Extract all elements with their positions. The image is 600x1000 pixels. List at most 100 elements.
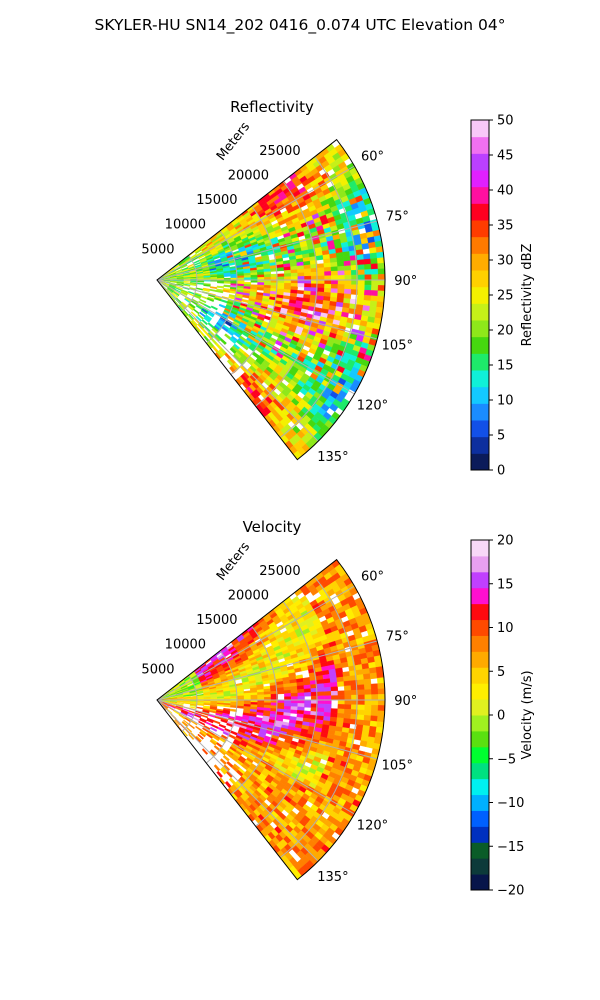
radar-cell [317,287,325,293]
colorbar-swatch [471,220,489,238]
radar-cell [324,283,332,289]
theta-tick-label: 90° [394,694,417,709]
radar-cell [202,288,210,292]
radar-cell [344,288,352,295]
azimuth-gridline [156,165,355,281]
radar-cell [172,291,180,297]
radar-cell [331,275,339,281]
radar-cell [370,295,378,302]
radar-cell [277,282,285,287]
azimuth-gridline [156,699,355,815]
radar-cell [377,699,386,706]
radar-cell [377,688,386,695]
radar-cell [207,322,215,329]
radar-cell [343,255,351,262]
range-ring [205,230,238,344]
radar-cell [357,264,365,271]
panel-title: Reflectivity [230,98,314,116]
colorbar-swatch [471,778,489,796]
azimuth-gridline [156,699,319,862]
radar-cell [284,273,292,278]
colorbar-tick-label: 15 [497,359,514,374]
colorbar-swatch [471,436,489,454]
radar-cell [329,257,338,264]
radar-cell [303,264,312,270]
radar-cell [337,699,346,705]
radar-cell [356,259,365,266]
colorbar-swatch [471,715,489,732]
radar-cell [256,712,264,716]
radar-cell [317,703,325,709]
range-ring [181,255,198,312]
radar-cell [370,257,378,265]
radar-cell [356,674,365,681]
radar-cell [330,681,338,688]
colorbar-tick-label: 30 [497,254,514,269]
radar-cell [263,694,272,698]
sector-outline [156,138,386,461]
radar-cell [337,690,345,696]
range-ring [230,205,278,375]
radar-cell [357,284,366,291]
azimuth-gridline [156,220,378,281]
colorbar-swatch [471,353,489,371]
r-tick-label: 25000 [259,564,300,579]
radar-cell [199,731,206,738]
radar-cell [257,274,265,278]
colorbar-tick-label: −10 [497,796,524,811]
colorbar: 0 5 10 15 20 25 30 35 40 45 50 Reflectivity dBZ [470,114,535,479]
colorbar-swatch [471,370,489,388]
radar-cell [217,281,225,284]
colorbar-tick-label: 50 [497,114,514,129]
radar-cell [161,703,169,709]
radar-cell [188,733,195,740]
radar-cell [330,708,339,714]
radar-cell [364,263,372,270]
polar-panel-velocity: Velocity 60° 75° 90° 105° 120° 135° 5000 10000 15… [141,518,535,899]
radar-cell [356,294,365,301]
radar-cell [204,303,212,309]
radar-cell [368,667,377,674]
theta-tick-label: 75° [386,630,409,645]
range-ring [230,625,278,795]
radar-cell [344,704,352,710]
radar-cell [203,725,211,730]
radar-cell [200,295,208,300]
radar-cell [337,695,346,701]
radar-cell [361,242,370,250]
colorbar-swatch [471,794,489,811]
colorbar-swatch [471,587,489,605]
theta-tick-label: 135° [317,870,348,885]
sector-outline [156,558,386,881]
r-tick-label: 20000 [228,168,269,183]
theta-tick-label: 120° [357,818,388,833]
radar-cell [330,261,338,268]
radar-cell [317,267,325,273]
radar-cell [175,286,183,290]
radar-cell [218,723,227,729]
radar-cell [330,712,338,718]
radar-cell [193,308,200,315]
radar-cell [317,283,325,289]
colorbar-swatch [471,699,489,716]
radar-cell [297,283,305,288]
radar-cell [371,694,379,701]
radar-cell [317,275,325,281]
radar-cell [263,274,272,278]
theta-tick-label: 105° [382,758,413,773]
radar-cell [376,677,385,684]
radar-cell [297,692,305,697]
radar-cell [277,273,285,278]
colorbar-swatch [471,286,489,304]
radar-cell [196,287,204,291]
colorbar-tick-label: 20 [497,534,514,549]
radar-cell [343,260,352,267]
radar-cell [290,272,299,277]
radar-cell [370,710,379,717]
radar-cell [230,695,238,699]
radar-cell [212,735,220,742]
r-tick-label: 10000 [165,638,206,653]
radar-cell [364,689,372,696]
radar-cell [344,274,352,281]
radar-cell [377,274,386,281]
